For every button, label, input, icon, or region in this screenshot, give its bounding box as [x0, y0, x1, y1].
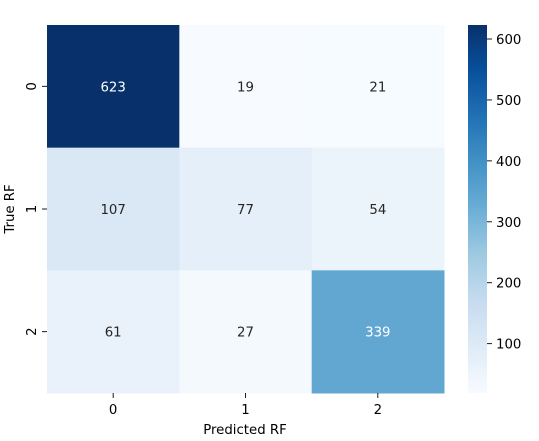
colorbar-tick-label-0: 100 — [496, 338, 521, 353]
x-tick-label-2: 2 — [374, 403, 382, 418]
colorbar — [468, 25, 487, 393]
heatmap-cells — [47, 25, 445, 394]
cell-value-r2-c1: 27 — [237, 326, 254, 341]
heatmap-cell-r1-c1 — [179, 147, 313, 271]
colorbar-tick-label-5: 600 — [496, 33, 521, 48]
colorbar-tick-label-2: 300 — [496, 216, 521, 231]
y-tick-label-2: 2 — [25, 327, 40, 335]
colorbar-ticks: 100 200 300 400 500 600 — [487, 33, 521, 353]
heatmap-cell-r1-c2 — [311, 147, 445, 271]
cell-value-r0-c1: 19 — [237, 80, 254, 95]
cell-value-r2-c0: 61 — [105, 326, 122, 341]
colorbar-tick-label-3: 400 — [496, 155, 521, 170]
colorbar-tick-label-4: 500 — [496, 94, 521, 109]
x-axis-label: Predicted RF — [203, 423, 287, 438]
y-tick-label-1: 1 — [25, 205, 40, 213]
cell-value-r1-c2: 54 — [369, 203, 386, 218]
y-axis-ticks: 0 1 2 — [25, 82, 47, 336]
y-tick-label-0: 0 — [25, 82, 40, 90]
cell-value-r0-c0: 623 — [100, 80, 125, 95]
heatmap-cell-r0-c2 — [311, 25, 445, 149]
cell-value-r1-c1: 77 — [237, 203, 254, 218]
heatmap-cell-r1-c0 — [47, 147, 180, 271]
colorbar-tick-label-1: 200 — [496, 277, 521, 292]
cell-value-r1-c0: 107 — [100, 203, 125, 218]
cell-value-r0-c2: 21 — [369, 80, 386, 95]
heatmap-cell-r0-c1 — [179, 25, 313, 149]
heatmap-cell-r2-c1 — [179, 270, 313, 394]
heatmap-cell-r2-c2 — [311, 270, 445, 394]
x-tick-label-1: 1 — [241, 403, 249, 418]
heatmap-cell-r2-c0 — [47, 270, 180, 394]
cell-value-r2-c2: 339 — [365, 326, 390, 341]
x-axis-ticks: 0 1 2 — [109, 393, 382, 418]
y-axis-label: True RF — [3, 184, 18, 234]
heatmap-cell-r0-c0 — [47, 25, 180, 149]
x-tick-label-0: 0 — [109, 403, 117, 418]
heatmap-cell-labels: 623 19 21 107 77 54 61 27 339 — [100, 80, 390, 340]
